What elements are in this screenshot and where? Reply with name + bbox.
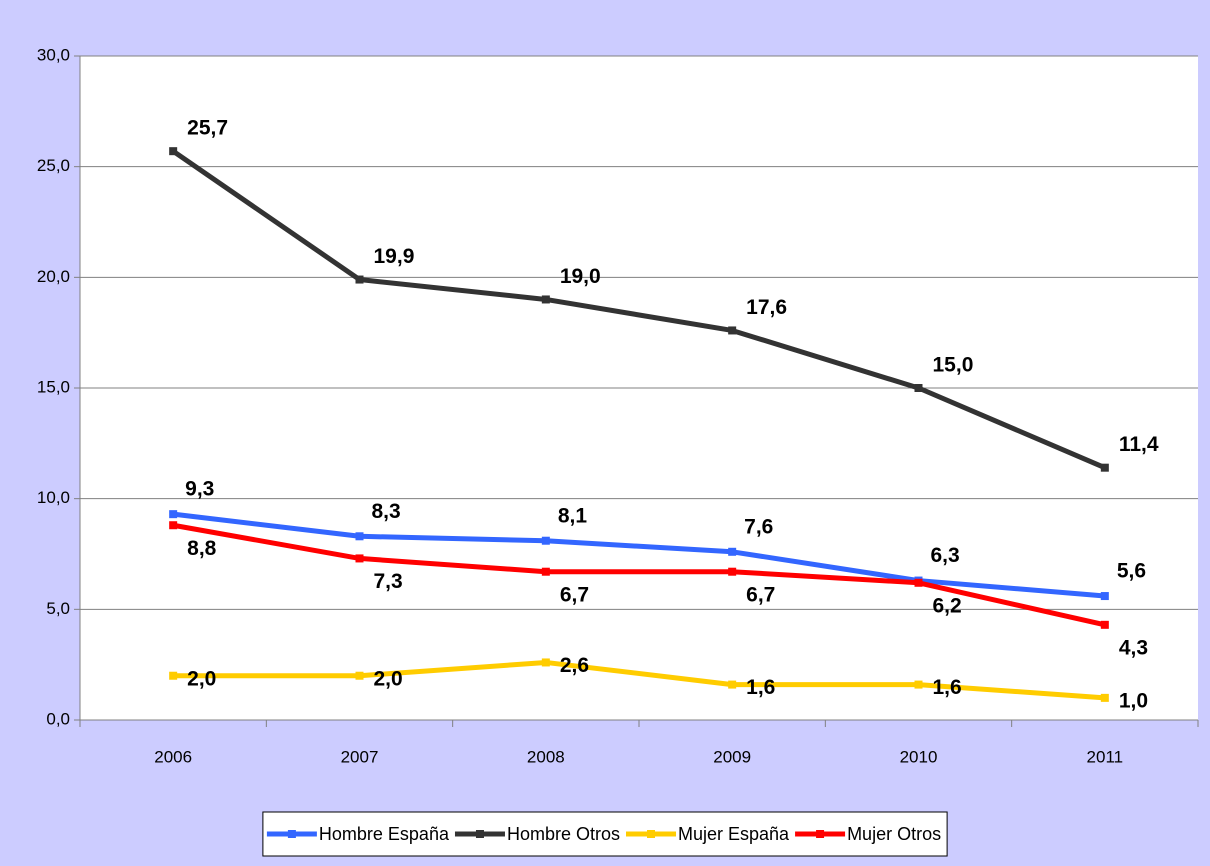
value-label: 6,3 <box>931 544 960 567</box>
point-marker <box>914 680 923 689</box>
legend-label: Mujer España <box>678 824 790 844</box>
legend-marker <box>647 830 656 838</box>
point-marker <box>728 680 737 689</box>
value-label: 9,3 <box>185 478 214 501</box>
y-tick-label: 25,0 <box>37 156 70 175</box>
series-line <box>172 522 1106 628</box>
point-marker <box>728 567 737 576</box>
legend-marker <box>287 830 296 838</box>
x-tick-label: 2006 <box>154 747 192 766</box>
value-label: 8,3 <box>372 500 401 523</box>
legend-label: Hombre Otros <box>507 824 620 844</box>
point-marker <box>355 554 364 563</box>
point-marker <box>541 567 550 576</box>
point-marker <box>541 295 550 304</box>
point-marker <box>728 547 737 556</box>
value-label: 6,7 <box>560 583 589 606</box>
point-marker <box>728 326 737 335</box>
y-tick-label: 0,0 <box>46 709 70 728</box>
legend-marker <box>475 830 484 838</box>
value-label: 1,0 <box>1119 689 1148 712</box>
legend: Hombre España Hombre Otros Mujer España Muj… <box>262 811 948 857</box>
x-tick-label: 2011 <box>1087 747 1124 766</box>
point-marker <box>541 658 550 667</box>
y-tick-label: 15,0 <box>37 377 70 396</box>
y-tick-label: 10,0 <box>37 488 70 507</box>
value-label: 8,1 <box>558 504 588 527</box>
point-marker <box>355 275 364 284</box>
point-marker <box>169 521 178 530</box>
legend-marker <box>816 830 825 838</box>
point-marker <box>914 384 923 392</box>
y-tick-label: 20,0 <box>37 267 70 286</box>
point-marker <box>1100 592 1109 601</box>
series-line <box>173 659 1106 701</box>
value-label: 19,9 <box>374 245 415 268</box>
value-label: 11,4 <box>1119 433 1159 456</box>
value-label: 1,6 <box>746 676 775 699</box>
x-tick-label: 2009 <box>713 747 751 766</box>
value-label: 17,6 <box>746 296 787 319</box>
value-label: 7,6 <box>744 515 773 538</box>
series-line <box>171 149 1106 470</box>
y-tick-label: 30,0 <box>37 45 70 64</box>
value-label: 2,0 <box>374 667 403 690</box>
value-label: 25,7 <box>187 117 228 140</box>
point-marker <box>1100 463 1109 472</box>
value-label: 7,3 <box>374 570 403 593</box>
point-marker <box>169 671 178 680</box>
x-tick-label: 2008 <box>527 747 565 766</box>
value-label: 6,7 <box>746 583 775 606</box>
point-marker <box>1100 693 1109 702</box>
point-marker <box>355 532 364 541</box>
x-tick-label: 2010 <box>900 747 938 766</box>
legend-label: Hombre España <box>319 824 450 844</box>
point-marker <box>169 510 178 519</box>
value-label: 19,0 <box>560 265 601 288</box>
point-marker <box>1100 620 1109 629</box>
x-tick-label: 2007 <box>341 747 379 766</box>
value-label: 5,6 <box>1117 560 1146 583</box>
value-label: 2,6 <box>560 654 589 677</box>
series-line <box>172 511 1106 599</box>
value-label: 8,8 <box>187 537 217 560</box>
y-tick-label: 5,0 <box>46 599 70 618</box>
point-marker <box>541 536 550 545</box>
point-marker <box>169 147 178 156</box>
point-marker <box>914 578 923 587</box>
point-marker <box>355 671 364 680</box>
value-label: 2,0 <box>187 667 216 690</box>
value-label: 4,3 <box>1119 636 1148 659</box>
value-label: 1,6 <box>933 676 962 699</box>
legend-label: Mujer Otros <box>847 824 941 844</box>
value-label: 15,0 <box>933 354 974 377</box>
value-label: 6,2 <box>933 594 962 617</box>
